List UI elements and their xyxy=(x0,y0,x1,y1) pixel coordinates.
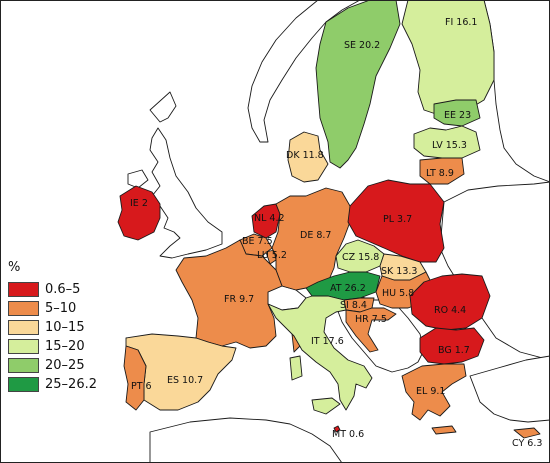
legend-swatch xyxy=(8,339,39,354)
legend-swatch xyxy=(8,358,39,373)
label-nl: NL 4.2 xyxy=(254,213,285,224)
country-estonia xyxy=(433,99,481,127)
label-se: SE 20.2 xyxy=(344,40,380,51)
country-cyprus xyxy=(513,427,541,439)
label-es: ES 10.7 xyxy=(167,375,203,386)
country-netherlands xyxy=(251,203,281,239)
label-lt: LT 8.9 xyxy=(426,168,454,179)
legend-label: 15–20 xyxy=(45,339,85,354)
legend-swatch xyxy=(8,377,39,392)
country-italy-sardinia xyxy=(289,355,303,381)
eu-member-states xyxy=(117,0,541,439)
label-hu: HU 5.8 xyxy=(382,288,414,299)
label-si: SI 8.4 xyxy=(340,300,367,311)
country-portugal xyxy=(123,345,147,411)
country-france xyxy=(175,239,283,349)
legend-label: 25–26.2 xyxy=(45,377,97,392)
legend-row: 10–15 xyxy=(8,319,158,336)
label-pl: PL 3.7 xyxy=(383,214,412,225)
legend-row: 20–25 xyxy=(8,357,158,374)
legend-label: 20–25 xyxy=(45,358,85,373)
label-pt: PT 6 xyxy=(131,381,152,392)
country-ireland xyxy=(117,185,161,241)
label-bg: BG 1.7 xyxy=(438,345,470,356)
country-bulgaria xyxy=(419,327,485,365)
country-greece xyxy=(401,363,467,421)
label-cz: CZ 15.8 xyxy=(342,252,379,263)
label-sk: SK 13.3 xyxy=(381,266,417,277)
country-denmark xyxy=(287,131,329,183)
non-eu-land xyxy=(127,0,550,463)
label-be: BE 7.5 xyxy=(242,236,273,247)
great-britain-land xyxy=(149,127,223,259)
north-africa-land xyxy=(149,417,343,463)
label-at: AT 26.2 xyxy=(330,283,366,294)
northern-ireland-land xyxy=(127,169,149,189)
country-romania xyxy=(409,273,491,331)
legend-row: 0.6–5 xyxy=(8,281,158,298)
label-ro: RO 4.4 xyxy=(434,305,466,316)
legend-label: 5–10 xyxy=(45,301,77,316)
label-fi: FI 16.1 xyxy=(445,17,477,28)
label-ee: EE 23 xyxy=(444,110,471,121)
label-cy: CY 6.3 xyxy=(512,438,542,449)
legend-swatch xyxy=(8,282,39,297)
legend-row: 15–20 xyxy=(8,338,158,355)
label-hr: HR 7.5 xyxy=(355,314,387,325)
country-italy xyxy=(267,295,373,411)
country-sweden xyxy=(315,0,401,169)
legend-swatch xyxy=(8,301,39,316)
country-poland xyxy=(347,179,445,263)
country-labels: IE 2 NL 4.2 BE 7.5 LU 5.2 DE 8.7 DK 11.8… xyxy=(130,17,542,449)
label-mt: MT 0.6 xyxy=(332,429,364,440)
label-el: EL 9.1 xyxy=(416,386,445,397)
label-lv: LV 15.3 xyxy=(432,140,467,151)
label-de: DE 8.7 xyxy=(300,230,331,241)
norway-land xyxy=(247,0,361,143)
label-it: IT 17.6 xyxy=(311,336,344,347)
legend-row: 5–10 xyxy=(8,300,158,317)
eastern-europe-land xyxy=(439,181,550,361)
country-malta xyxy=(333,425,341,433)
turkey-land xyxy=(469,355,550,423)
legend-swatch xyxy=(8,320,39,335)
label-fr: FR 9.7 xyxy=(224,294,254,305)
country-latvia xyxy=(413,125,481,159)
scotland-north xyxy=(149,91,177,123)
legend-title: % xyxy=(8,260,21,275)
legend-label: 10–15 xyxy=(45,320,85,335)
country-italy-sicily xyxy=(311,397,341,415)
label-ie: IE 2 xyxy=(130,198,148,209)
country-greece-islands xyxy=(431,425,457,435)
label-dk: DK 11.8 xyxy=(286,150,324,161)
country-lithuania xyxy=(419,157,465,185)
label-lu: LU 5.2 xyxy=(257,250,287,261)
legend: % 0.6–5 5–10 10–15 15–20 20–25 25–26.2 xyxy=(8,260,158,395)
legend-label: 0.6–5 xyxy=(45,282,81,297)
legend-row: 25–26.2 xyxy=(8,376,158,393)
country-croatia xyxy=(345,307,397,353)
